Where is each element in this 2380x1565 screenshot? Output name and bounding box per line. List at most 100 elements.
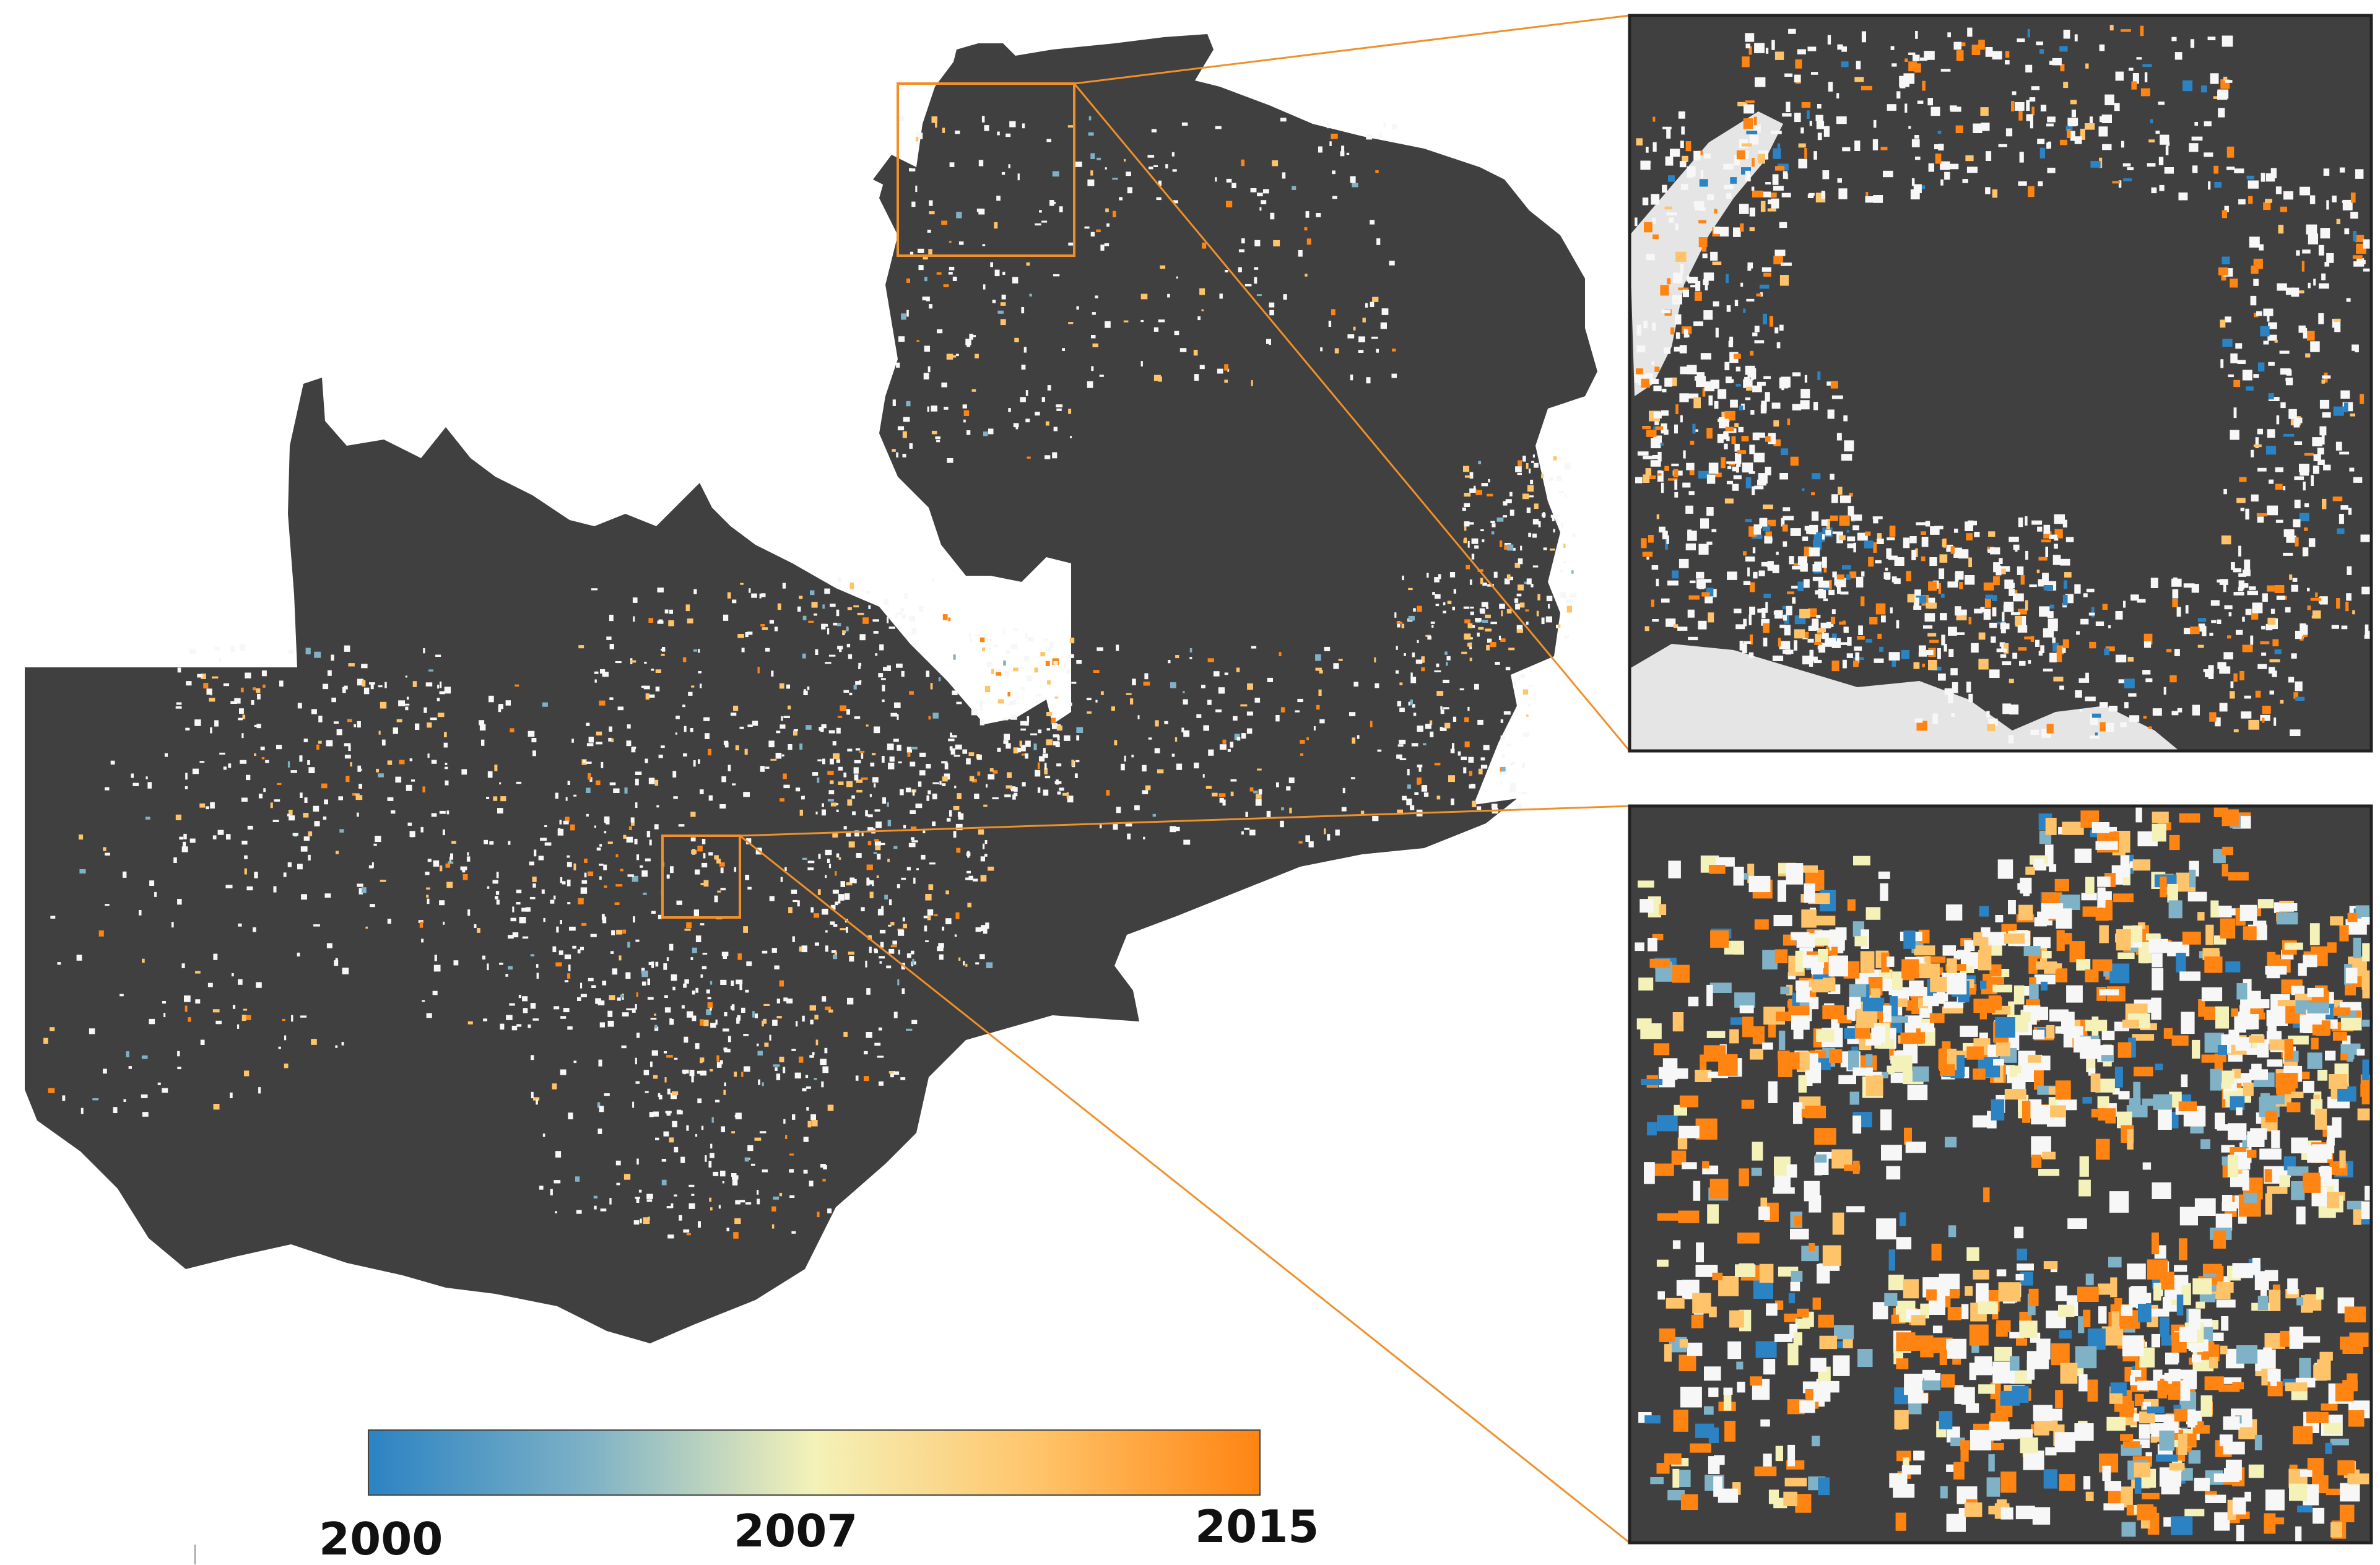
speckle-patch (1958, 609, 1967, 615)
speckle-patch (2120, 855, 2130, 878)
speckle-patch (1399, 758, 1407, 760)
speckle-patch (675, 732, 677, 735)
speckle-patch (2002, 612, 2005, 622)
speckle-patch (1783, 541, 1787, 547)
speckle-patch (869, 794, 872, 797)
speckle-patch (2062, 519, 2067, 528)
speckle-patch (911, 627, 917, 635)
speckle-patch (142, 1112, 149, 1117)
speckle-patch (1993, 576, 2000, 586)
speckle-patch (1742, 1017, 1754, 1038)
speckle-patch (2047, 116, 2056, 123)
speckle-patch (175, 814, 181, 820)
speckle-patch (2214, 1512, 2230, 1531)
speckle-patch (643, 1070, 649, 1075)
speckle-patch (600, 669, 606, 674)
speckle-patch (1940, 69, 1951, 72)
speckle-patch (1215, 126, 1222, 129)
speckle-patch (2233, 592, 2244, 596)
speckle-patch (563, 1008, 570, 1013)
speckle-patch (1802, 656, 1810, 665)
speckle-patch (1253, 791, 1258, 794)
speckle-patch (1272, 160, 1279, 167)
speckle-patch (462, 867, 466, 873)
speckle-patch (2049, 534, 2057, 539)
speckle-patch (467, 909, 471, 916)
speckle-patch (189, 649, 196, 654)
speckle-patch (1940, 179, 1944, 186)
speckle-patch (92, 1098, 99, 1101)
speckle-patch (1961, 1304, 1969, 1320)
speckle-patch (954, 786, 957, 789)
speckle-patch (1765, 602, 1768, 613)
speckle-patch (2270, 609, 2275, 614)
speckle-patch (314, 651, 321, 658)
speckle-patch (671, 1093, 677, 1099)
speckle-patch (2204, 121, 2212, 127)
speckle-patch (648, 961, 651, 966)
speckle-patch (761, 593, 766, 597)
speckle-patch (1927, 633, 1937, 637)
speckle-patch (1965, 521, 1973, 531)
speckle-patch (2264, 1169, 2272, 1182)
speckle-patch (2023, 1005, 2041, 1013)
speckle-patch (1745, 477, 1752, 488)
speckle-patch (1964, 940, 1975, 952)
speckle-patch (1045, 455, 1051, 459)
speckle-patch (1397, 621, 1401, 628)
speckle-patch (2076, 959, 2091, 971)
speckle-patch (1506, 609, 1512, 613)
speckle-patch (1848, 1051, 1859, 1070)
speckle-patch (2248, 1464, 2264, 1478)
speckle-patch (427, 859, 432, 862)
speckle-patch (2188, 1309, 2201, 1330)
speckle-patch (256, 724, 261, 729)
speckle-patch (240, 760, 247, 764)
speckle-patch (915, 185, 918, 193)
speckle-patch (1657, 1213, 1679, 1221)
speckle-patch (1153, 375, 1161, 381)
speckle-patch (809, 1055, 814, 1058)
speckle-patch (2018, 647, 2027, 651)
speckle-patch (1978, 950, 1992, 971)
speckle-patch (1202, 774, 1205, 778)
speckle-patch (2148, 726, 2152, 729)
speckle-patch (1563, 544, 1566, 548)
speckle-patch (1068, 322, 1074, 324)
speckle-patch (776, 1073, 781, 1080)
speckle-patch (1998, 1282, 2021, 1302)
speckle-patch (2042, 573, 2049, 582)
speckle-patch (1896, 1237, 1912, 1250)
speckle-patch (1645, 468, 1652, 477)
speckle-patch (1887, 104, 1896, 111)
speckle-patch (909, 168, 916, 171)
speckle-patch (2238, 545, 2241, 557)
speckle-patch (1526, 507, 1531, 513)
speckle-patch (1218, 793, 1226, 797)
speckle-patch (2311, 1038, 2319, 1050)
speckle-patch (838, 857, 841, 860)
speckle-patch (958, 957, 961, 961)
speckle-patch (323, 683, 329, 690)
speckle-patch (2169, 675, 2177, 683)
speckle-patch (836, 585, 838, 588)
speckle-patch (2112, 181, 2121, 184)
speckle-patch (867, 827, 874, 833)
speckle-patch (2239, 1005, 2247, 1021)
speckle-patch (1067, 654, 1074, 658)
speckle-patch (897, 744, 901, 751)
speckle-patch (1741, 436, 1749, 442)
speckle-patch (1391, 373, 1397, 378)
speckle-patch (2188, 1450, 2201, 1464)
speckle-patch (1776, 342, 1781, 349)
speckle-patch (1829, 579, 1832, 589)
speckle-patch (207, 982, 213, 987)
speckle-patch (979, 700, 983, 706)
speckle-patch (1690, 1443, 1711, 1453)
speckle-patch (2291, 986, 2305, 995)
speckle-patch (2325, 1051, 2336, 1061)
speckle-patch (942, 128, 945, 133)
speckle-patch (1775, 1446, 1783, 1462)
speckle-patch (1745, 170, 1751, 181)
speckle-patch (1795, 59, 1802, 69)
